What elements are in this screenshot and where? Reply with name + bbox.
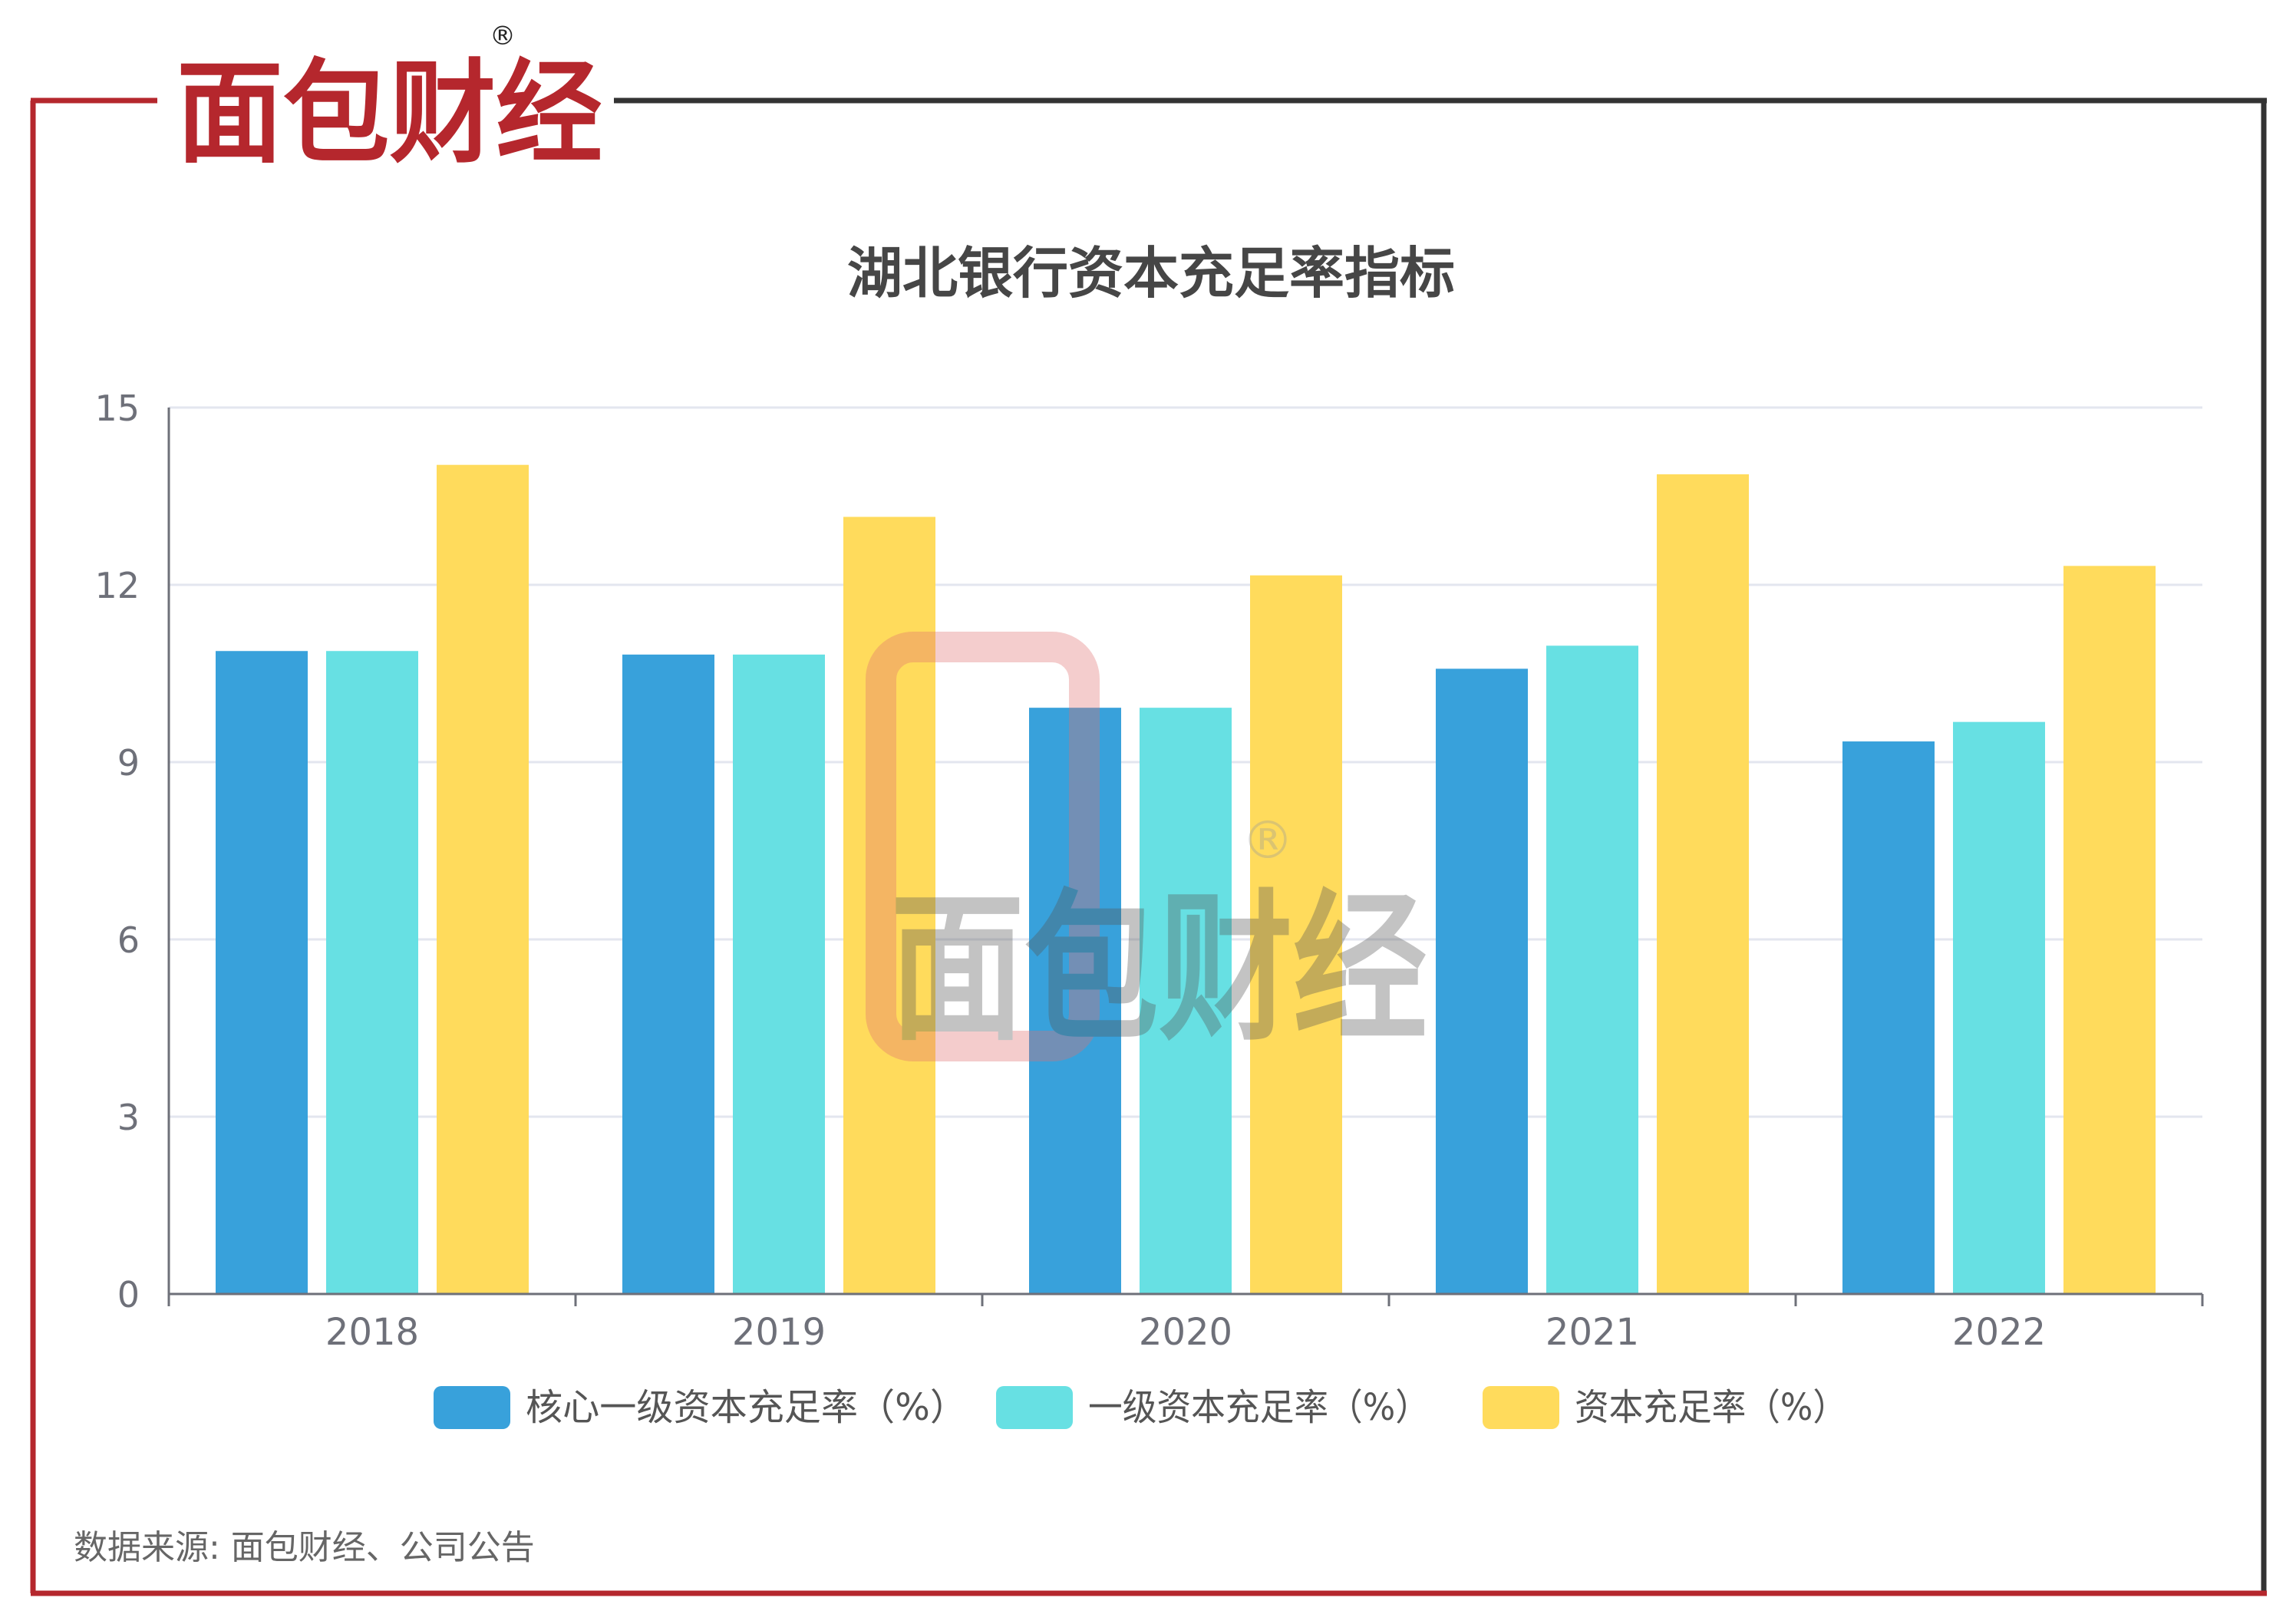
chart-title: 湖北银行资本充足率指标 xyxy=(847,241,1455,305)
y-tick-label: 15 xyxy=(94,388,140,429)
bar-2020-series-1 xyxy=(1029,708,1121,1294)
bar-2019-series-2 xyxy=(733,654,825,1294)
y-axis: 0 3 6 9 12 15 xyxy=(94,388,170,1315)
watermark-seal xyxy=(866,632,1100,1061)
watermark: 面包财经 ® xyxy=(866,632,1427,1063)
y-tick-label: 6 xyxy=(117,919,140,961)
legend-swatch-2 xyxy=(996,1386,1073,1429)
brand-registered-mark: ® xyxy=(490,21,516,51)
brand-logo: 面包财经 ® xyxy=(165,21,610,179)
legend-swatch-3 xyxy=(1483,1386,1559,1429)
y-tick-label: 3 xyxy=(117,1097,140,1138)
y-tick-label: 12 xyxy=(94,565,140,606)
bar-2020-series-2 xyxy=(1140,708,1232,1294)
bar-2021-series-2 xyxy=(1546,645,1638,1294)
watermark-text: 面包财经 xyxy=(890,875,1427,1063)
x-tick-label: 2018 xyxy=(325,1311,419,1354)
bar-2022-series-1 xyxy=(1842,741,1935,1294)
y-tick-label: 9 xyxy=(117,742,140,784)
source-footer: 数据来源: 面包财经、公司公告 xyxy=(74,1528,535,1567)
x-tick-label: 2021 xyxy=(1546,1311,1639,1354)
legend-label-1: 核心一级资本充足率（%） xyxy=(526,1386,967,1429)
chart-legend: 核心一级资本充足率（%） 一级资本充足率（%） 资本充足率（%） xyxy=(434,1386,1847,1429)
brand-logo-text: 面包财经 xyxy=(176,48,602,179)
bar-2022-series-3 xyxy=(2063,566,2156,1294)
bar-2019-series-1 xyxy=(622,654,714,1294)
legend-label-3: 资本充足率（%） xyxy=(1575,1386,1847,1429)
legend-swatch-1 xyxy=(434,1386,510,1429)
y-tick-label: 0 xyxy=(117,1274,140,1315)
bar-2018-series-2 xyxy=(326,651,418,1294)
legend-label-2: 一级资本充足率（%） xyxy=(1088,1386,1430,1429)
bar-2022-series-2 xyxy=(1953,721,2045,1294)
watermark-registered-mark: ® xyxy=(1242,810,1294,871)
bar-2020-series-3 xyxy=(1250,575,1342,1294)
x-tick-label: 2019 xyxy=(732,1311,826,1354)
bar-2018-series-1 xyxy=(216,651,308,1294)
bar-2018-series-3 xyxy=(437,464,529,1295)
bar-series-group xyxy=(216,464,2156,1295)
bar-2019-series-3 xyxy=(843,517,935,1294)
frame xyxy=(30,97,2267,1596)
x-tick-label: 2020 xyxy=(1139,1311,1232,1354)
x-tick-label: 2022 xyxy=(1952,1311,2046,1354)
x-axis: 2018 2019 2020 2021 2022 xyxy=(167,1292,2204,1354)
bar-2021-series-3 xyxy=(1657,474,1749,1294)
bar-2021-series-1 xyxy=(1436,668,1528,1294)
